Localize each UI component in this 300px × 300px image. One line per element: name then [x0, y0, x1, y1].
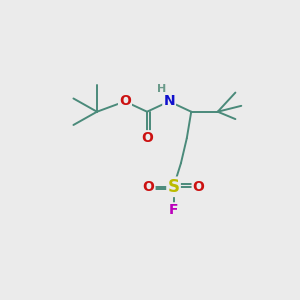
Text: F: F: [169, 203, 178, 218]
Text: S: S: [168, 178, 180, 196]
Text: O: O: [193, 180, 205, 194]
Text: O: O: [142, 180, 154, 194]
Text: O: O: [141, 131, 153, 145]
Text: N: N: [163, 94, 175, 108]
Text: O: O: [119, 94, 131, 108]
Text: H: H: [157, 84, 167, 94]
